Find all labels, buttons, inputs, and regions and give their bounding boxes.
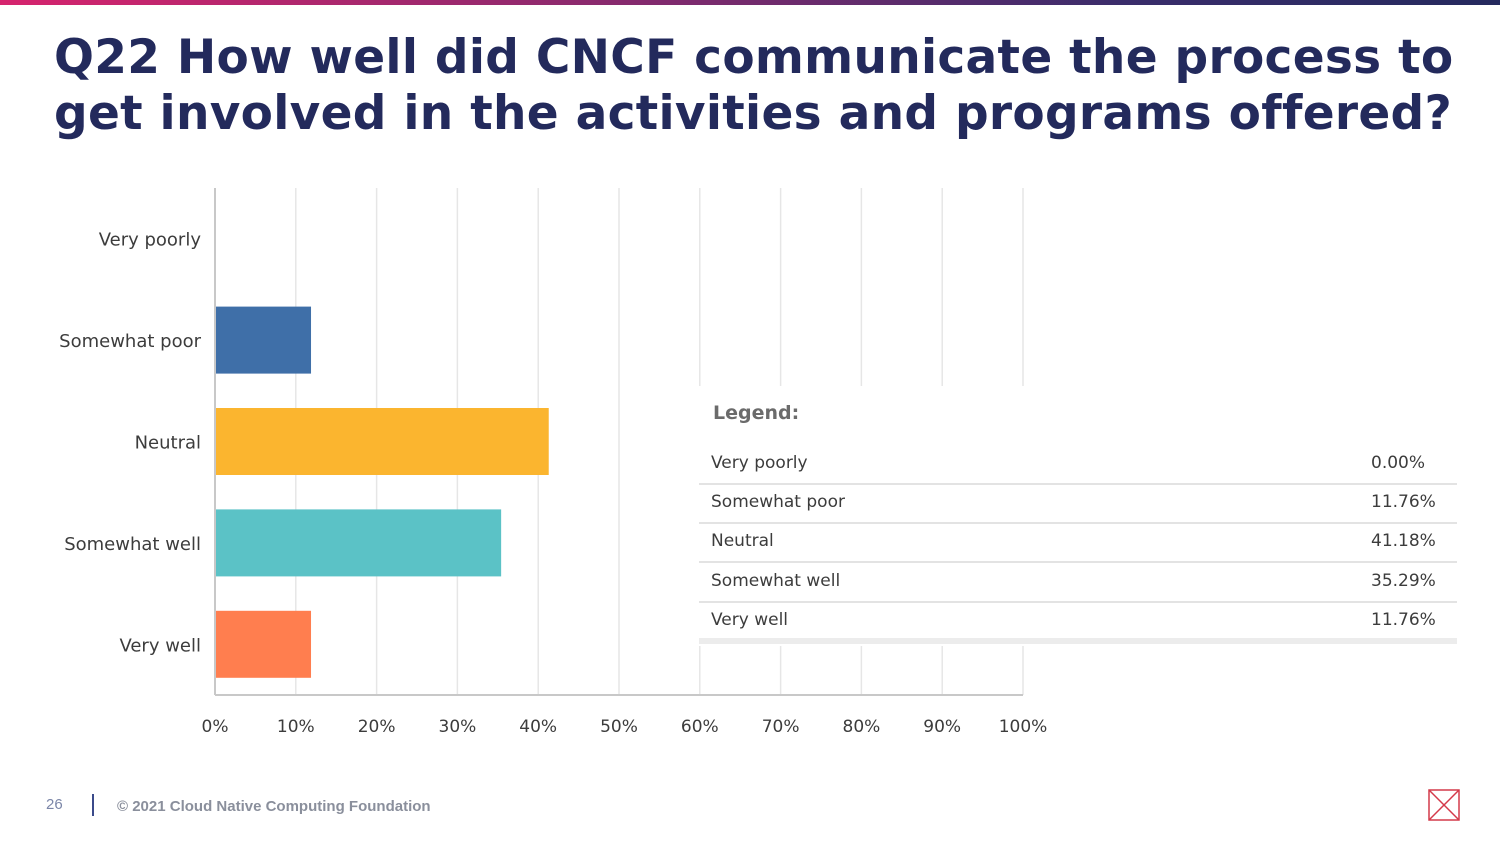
bar	[216, 408, 549, 475]
page-number: 26	[46, 796, 63, 813]
x-tick-label: 10%	[277, 717, 315, 737]
x-tick-label: 50%	[600, 717, 638, 737]
legend-row-value: 11.76%	[1371, 492, 1436, 512]
category-label: Very poorly	[99, 230, 202, 251]
legend-row-value: 35.29%	[1371, 571, 1436, 591]
x-tick-label: 90%	[923, 717, 961, 737]
legend-row: Very well 11.76%	[699, 601, 1457, 640]
x-tick-label: 80%	[843, 717, 881, 737]
legend-row: Somewhat poor 11.76%	[699, 483, 1457, 524]
x-tick-label: 30%	[439, 717, 477, 737]
top-accent-bar	[0, 0, 1500, 5]
legend-row-value: 0.00%	[1371, 453, 1426, 473]
x-tick-label: 70%	[762, 717, 800, 737]
legend-row-value: 11.76%	[1371, 610, 1436, 630]
legend-row-value: 41.18%	[1371, 531, 1436, 551]
x-tick-label: 60%	[681, 717, 719, 737]
category-label: Neutral	[135, 433, 201, 454]
legend-row: Very poorly 0.00%	[699, 444, 1457, 485]
legend-row-label: Somewhat well	[711, 571, 841, 591]
x-tick-label: 100%	[999, 717, 1048, 737]
bar	[216, 306, 312, 374]
legend-row-label: Very well	[711, 610, 789, 630]
legend-row-label: Very poorly	[711, 453, 808, 473]
category-label: Somewhat poor	[59, 331, 201, 352]
category-label: Somewhat well	[64, 534, 201, 555]
slide-title: Q22 How well did CNCF communicate the pr…	[54, 30, 1454, 141]
legend-bottom-bar	[699, 638, 1457, 644]
x-tick-label: 40%	[519, 717, 557, 737]
bar	[216, 509, 502, 577]
legend-title: Legend:	[713, 402, 800, 424]
legend-row-label: Neutral	[711, 531, 774, 551]
footer-divider	[92, 794, 94, 816]
category-label: Very well	[119, 635, 201, 656]
bar	[216, 610, 312, 678]
copyright-text: © 2021 Cloud Native Computing Foundation	[117, 798, 431, 815]
close-x-logo-icon	[1428, 789, 1460, 821]
x-tick-label: 20%	[358, 717, 396, 737]
legend-row-label: Somewhat poor	[711, 492, 845, 512]
legend-row: Somewhat well 35.29%	[699, 562, 1457, 603]
legend-row: Neutral 41.18%	[699, 522, 1457, 563]
x-tick-label: 0%	[202, 717, 229, 737]
legend-panel: Legend: Very poorly 0.00% Somewhat poor …	[697, 386, 1460, 646]
